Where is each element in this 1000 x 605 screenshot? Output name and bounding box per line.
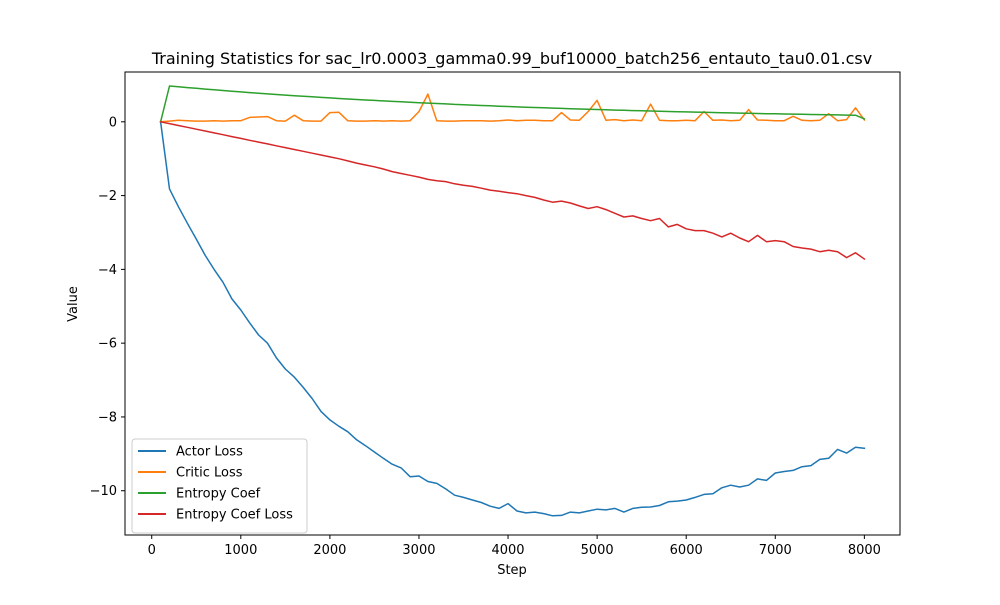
legend-label-2: Entropy Coef	[176, 487, 261, 502]
y-tick-label-4: −2	[98, 189, 117, 204]
y-axis-label: Value	[66, 286, 81, 322]
x-tick-label-8: 8000	[848, 543, 881, 558]
y-tick-label-2: −6	[98, 337, 117, 352]
series-line-0	[159, 120, 866, 517]
x-axis-label: Step	[497, 563, 527, 578]
plot-frame	[124, 71, 901, 536]
chart-title: Training Statistics for sac_lr0.0003_gam…	[151, 49, 872, 69]
x-axis: 0 1000 2000 3000 4000 5000 6000 7000 8000	[148, 535, 881, 558]
y-tick-label-5: 0	[109, 115, 117, 130]
series-line-3	[159, 120, 866, 261]
x-tick-label-7: 7000	[759, 543, 792, 558]
x-tick-label-6: 6000	[670, 543, 703, 558]
x-tick-label-0: 0	[148, 543, 156, 558]
x-tick-label-4: 4000	[491, 543, 524, 558]
legend-box	[131, 438, 308, 534]
x-tick-label-5: 5000	[581, 543, 614, 558]
y-axis: −10 −8 −6 −4 −2 0	[90, 115, 125, 499]
series-line-1	[159, 93, 866, 123]
legend-label-3: Entropy Coef Loss	[176, 508, 293, 523]
y-tick-label-3: −4	[98, 263, 117, 278]
series-layer	[159, 85, 866, 517]
legend: Actor Loss Critic Loss Entropy Coef Entropy…	[131, 438, 308, 534]
x-tick-label-1: 1000	[224, 543, 257, 558]
legend-label-1: Critic Loss	[176, 466, 243, 481]
x-tick-label-3: 3000	[402, 543, 435, 558]
y-tick-label-0: −10	[90, 484, 117, 499]
legend-label-0: Actor Loss	[176, 445, 243, 460]
x-tick-label-2: 2000	[313, 543, 346, 558]
series-line-2	[159, 85, 866, 123]
y-tick-label-1: −8	[98, 410, 117, 425]
